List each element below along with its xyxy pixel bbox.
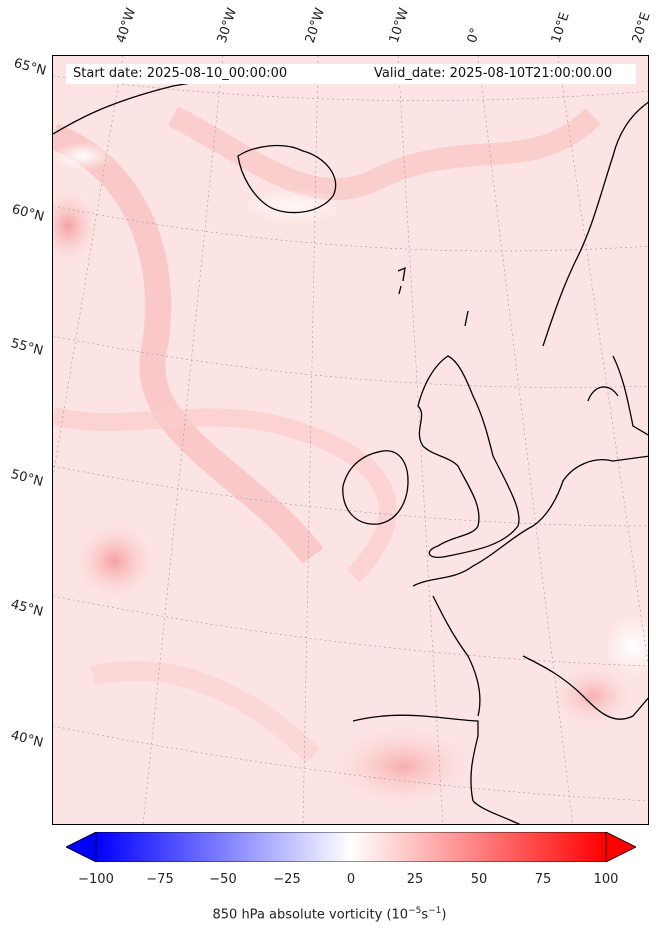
longitude-label: 10°E [548, 10, 573, 46]
france-north-coast [412, 455, 648, 587]
vorticity-map [53, 56, 648, 824]
vorticity-maximum [333, 726, 473, 806]
colorbar-tick: 50 [470, 872, 488, 887]
latitude-label: 50°N [9, 467, 45, 490]
low-vorticity-patch [243, 188, 343, 224]
graticule [53, 56, 648, 824]
coastlines [53, 80, 648, 824]
colorbar-tick: 75 [534, 872, 552, 887]
colorbar-tick: −50 [209, 872, 237, 887]
vorticity-band [53, 123, 324, 564]
longitude-label: 20°W [302, 6, 329, 45]
longitude-label: 10°W [386, 6, 413, 45]
latitude-label: 60°N [10, 202, 46, 225]
low-vorticity-patch [605, 616, 648, 676]
valid-date-label: Valid_date: 2025-08-10T21:00:00.00 [374, 66, 613, 81]
sweden-coast [587, 386, 619, 402]
colorbar-min-extend [66, 832, 97, 862]
iberia-north-coast [352, 714, 479, 802]
iceland-coast [237, 144, 337, 214]
colorbar-max-extend [605, 832, 636, 862]
norway-coast [542, 101, 648, 347]
vorticity-maximum [75, 523, 155, 599]
great-britain-coast [417, 355, 520, 558]
latitude-label: 65°N [12, 56, 48, 79]
header-strip [66, 64, 636, 84]
low-vorticity-patch [53, 142, 113, 170]
colorbar-gradient [95, 832, 607, 862]
latitude-label: 55°N [9, 336, 45, 359]
longitude-label: 30°W [214, 6, 241, 45]
colorbar [66, 832, 636, 862]
colorbar-title: 850 hPa absolute vorticity (10−5s−1) [212, 906, 447, 923]
longitude-label: 40°W [113, 6, 140, 45]
longitude-label: 20°E [629, 10, 654, 46]
latitude-label: 45°N [9, 597, 45, 620]
latitude-label: 40°N [9, 728, 45, 751]
start-date-label: Start date: 2025-08-10_00:00:00 [73, 66, 288, 81]
colorbar-tick: 0 [346, 872, 356, 887]
mediterranean-coast [522, 655, 648, 720]
iberia-south-coast [472, 800, 521, 824]
longitude-label: 0° [464, 26, 484, 45]
greenland-coast [53, 80, 204, 135]
colorbar-tick: 100 [593, 872, 619, 887]
vorticity-band [168, 106, 601, 201]
france-west-coast [432, 595, 481, 717]
ireland-coast [342, 450, 409, 525]
colorbar-tick: −75 [146, 872, 174, 887]
vorticity-band [90, 660, 321, 764]
shetland-coast [464, 310, 469, 327]
colorbar-tick: 25 [406, 872, 424, 887]
faroe-coast [397, 266, 406, 295]
denmark-coast [612, 355, 648, 436]
colorbar-tick: −25 [273, 872, 301, 887]
map-frame [52, 55, 649, 825]
vorticity-maximum [553, 666, 633, 726]
colorbar-tick: −100 [78, 872, 114, 887]
vorticity-band [53, 407, 397, 583]
